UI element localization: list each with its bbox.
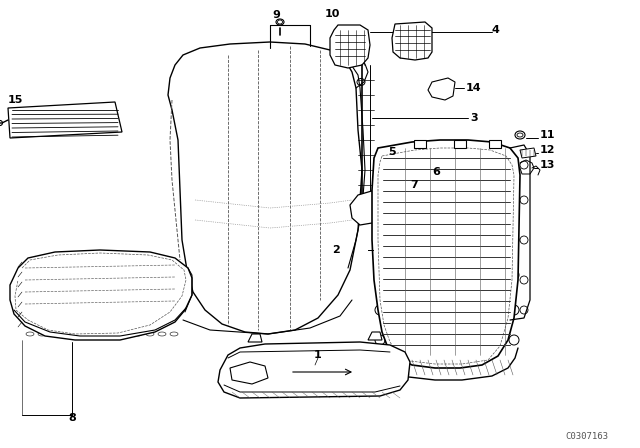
Polygon shape: [520, 148, 536, 158]
Polygon shape: [168, 42, 362, 334]
Text: 13: 13: [540, 160, 556, 170]
Text: 7: 7: [410, 180, 418, 190]
Polygon shape: [454, 140, 466, 148]
Polygon shape: [414, 140, 426, 148]
Polygon shape: [392, 22, 432, 60]
Text: 10: 10: [324, 9, 340, 19]
Text: 14: 14: [466, 83, 482, 93]
Polygon shape: [248, 334, 262, 342]
Polygon shape: [230, 362, 268, 384]
Polygon shape: [368, 332, 382, 340]
Text: 3: 3: [470, 113, 477, 123]
Polygon shape: [218, 342, 410, 398]
Polygon shape: [350, 190, 382, 225]
Text: 9: 9: [272, 10, 280, 20]
Text: 8: 8: [68, 413, 76, 423]
Text: 4: 4: [492, 25, 500, 35]
Polygon shape: [8, 102, 122, 138]
Polygon shape: [330, 25, 370, 68]
Polygon shape: [372, 140, 520, 368]
Polygon shape: [10, 250, 192, 340]
Text: C0307163: C0307163: [565, 431, 608, 440]
Polygon shape: [428, 78, 455, 100]
Text: 12: 12: [540, 145, 556, 155]
Polygon shape: [374, 184, 390, 202]
Polygon shape: [489, 140, 501, 148]
Text: 11: 11: [540, 130, 556, 140]
Text: 2: 2: [332, 245, 340, 255]
Text: 1: 1: [314, 350, 322, 360]
Text: 5: 5: [388, 147, 396, 157]
Text: 6: 6: [432, 167, 440, 177]
Text: 15: 15: [8, 95, 24, 105]
